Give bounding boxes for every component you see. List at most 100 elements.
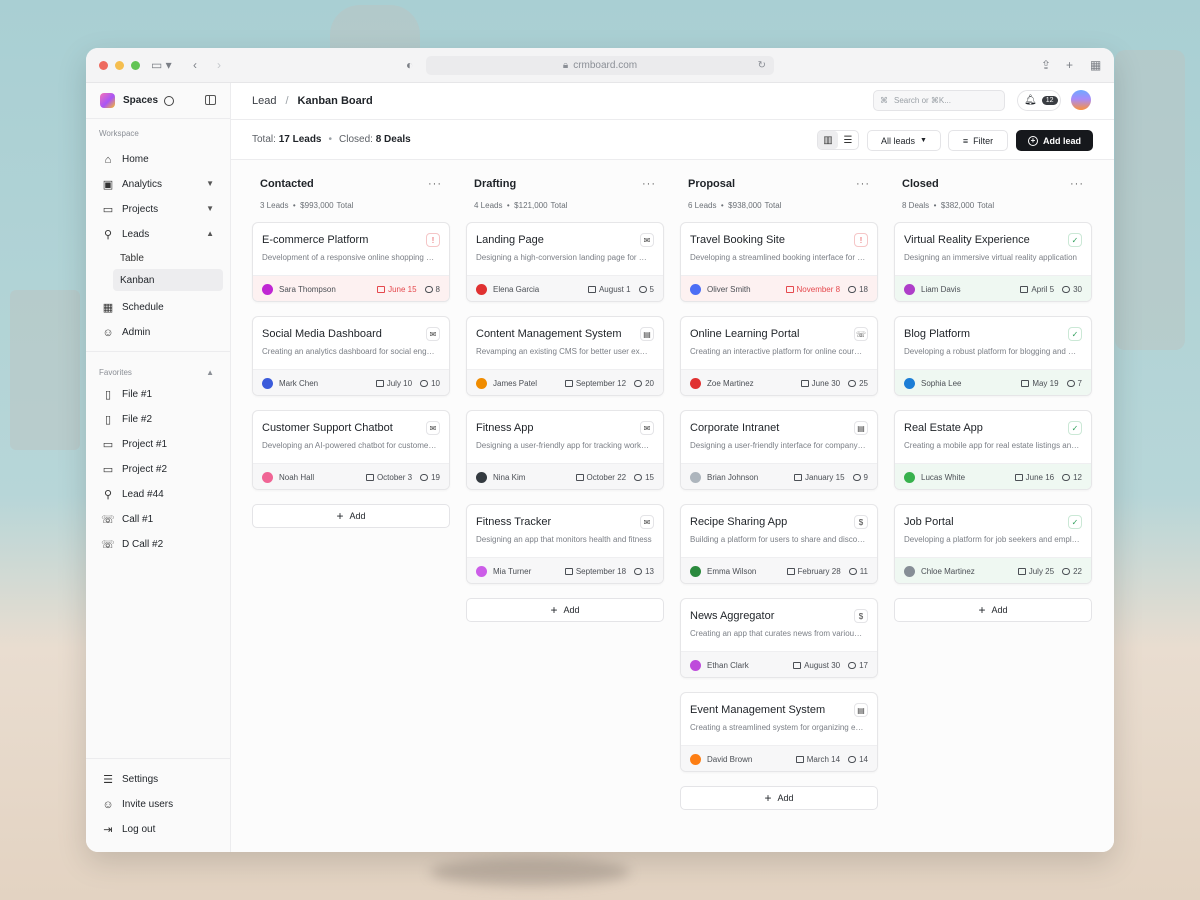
- collapse-sidebar-icon[interactable]: [205, 95, 216, 105]
- sidebar-item-label: Leads: [122, 229, 150, 240]
- chevron-up-icon[interactable]: ▲: [206, 367, 214, 377]
- lead-card[interactable]: Landing Page Designing a high-conversion …: [466, 222, 664, 302]
- lead-card[interactable]: Job Portal Developing a platform for job …: [894, 504, 1092, 584]
- total-value: 17 Leads: [278, 134, 322, 145]
- search-input[interactable]: ⌘ Search or ⌘K...: [873, 90, 1005, 111]
- lead-card[interactable]: Virtual Reality Experience Designing an i…: [894, 222, 1092, 302]
- add-card-button[interactable]: + Add: [894, 598, 1092, 622]
- card-title: E-commerce Platform: [262, 234, 369, 246]
- forward-icon[interactable]: ›: [217, 58, 221, 72]
- address-bar[interactable]: 🔒︎ crmboard.com ↻: [426, 56, 774, 75]
- chevron-down-icon[interactable]: ▼: [206, 204, 214, 213]
- filter-button[interactable]: ≡ Filter: [948, 130, 1008, 151]
- lead-card[interactable]: Customer Support Chatbot Developing an AI…: [252, 410, 450, 490]
- sidebar-item-label: Projects: [122, 204, 159, 215]
- chevron-up-icon[interactable]: ▲: [206, 229, 214, 238]
- sidebar-item-admin[interactable]: ☺ Admin: [86, 320, 230, 345]
- owner-name: Mark Chen: [279, 378, 319, 388]
- plus-circle-icon: +: [1027, 135, 1038, 146]
- sidebar-item-analytics[interactable]: ▣ Analytics ▼: [86, 172, 230, 197]
- lead-card[interactable]: Event Management System Creating a stream…: [680, 692, 878, 772]
- minimize-window-button[interactable]: [115, 60, 124, 70]
- add-card-button[interactable]: + Add: [252, 504, 450, 528]
- lead-card[interactable]: Travel Booking Site Developing a streamli…: [680, 222, 878, 302]
- favorite-item[interactable]: ☏ D Call #2: [86, 532, 230, 557]
- user-avatar[interactable]: [1071, 90, 1091, 110]
- kanban-view-icon[interactable]: ▥: [818, 131, 838, 149]
- card-footer: Zoe Martinez June 30 25: [681, 369, 877, 395]
- favorite-label: Call #1: [122, 514, 154, 525]
- list-view-icon[interactable]: ☰: [843, 134, 853, 146]
- sidebar-item-label: Log out: [122, 824, 156, 835]
- all-leads-dropdown[interactable]: All leads ▼: [867, 130, 941, 151]
- lead-card[interactable]: Recipe Sharing App Building a platform fo…: [680, 504, 878, 584]
- sidebar-item-log-out[interactable]: ⇥ Log out: [86, 817, 230, 842]
- comment-count-text: 30: [1073, 284, 1082, 294]
- lead-card[interactable]: Fitness Tracker Designing an app that mon…: [466, 504, 664, 584]
- sidebar-subitem-table[interactable]: Table: [120, 252, 144, 264]
- card-footer: Sara Thompson June 15 8: [253, 275, 449, 301]
- comment-icon: [852, 473, 861, 481]
- sidebar-item-invite-users[interactable]: ☺ Invite users: [86, 792, 230, 817]
- breadcrumb-parent[interactable]: Lead: [252, 95, 277, 107]
- card-footer: David Brown March 14 14: [681, 745, 877, 771]
- sidebar-toggle-icon[interactable]: ▭ ▾: [151, 58, 172, 72]
- main-content: Lead / Kanban Board ⌘ Search or ⌘K... 🔔︎…: [231, 83, 1114, 852]
- filter-label: Filter: [973, 135, 994, 146]
- sidebar-item-projects[interactable]: ▭ Projects ▼: [86, 197, 230, 222]
- favorites-list: ▯ File #1 ▯ File #2 ▭ Project #1 ▭ Project #2 ⚲ L…: [86, 382, 230, 557]
- lead-card[interactable]: Social Media Dashboard Creating an analyt…: [252, 316, 450, 396]
- alert-icon: !: [854, 233, 868, 247]
- notifications-button[interactable]: 🔔︎ 12: [1017, 90, 1061, 111]
- all-leads-label: All leads: [881, 135, 916, 146]
- add-card-button[interactable]: + Add: [466, 598, 664, 622]
- more-options-icon[interactable]: ···: [642, 178, 656, 190]
- card-description: Revamping an existing CMS for better use…: [476, 347, 654, 356]
- space-switcher[interactable]: Spaces: [86, 83, 230, 119]
- comment-count-text: 14: [859, 754, 868, 764]
- lead-card[interactable]: Corporate Intranet Designing a user-frien…: [680, 410, 878, 490]
- favorite-item[interactable]: ⚲ Lead #44: [86, 482, 230, 507]
- new-tab-icon[interactable]: +: [1066, 58, 1074, 72]
- tab-overview-icon[interactable]: ▦: [1090, 58, 1102, 72]
- close-window-button[interactable]: [99, 60, 108, 70]
- favorite-item[interactable]: ▯ File #1: [86, 382, 230, 407]
- card-body: Job Portal Developing a platform for job …: [895, 505, 1091, 557]
- favorite-item[interactable]: ▭ Project #1: [86, 432, 230, 457]
- lock-icon: 🔒︎: [562, 60, 569, 71]
- lead-card[interactable]: Real Estate App Creating a mobile app for…: [894, 410, 1092, 490]
- lead-card[interactable]: E-commerce Platform Development of a resp…: [252, 222, 450, 302]
- more-options-icon[interactable]: ···: [856, 178, 870, 190]
- more-options-icon[interactable]: ···: [1070, 178, 1084, 190]
- sidebar-item-leads[interactable]: ⚲ Leads ▲: [86, 222, 230, 247]
- favorite-item[interactable]: ▯ File #2: [86, 407, 230, 432]
- calendar-icon: [786, 567, 795, 575]
- card-title: Customer Support Chatbot: [262, 422, 393, 434]
- share-icon[interactable]: ⇪: [1041, 58, 1052, 72]
- lead-card[interactable]: Content Management System Revamping an ex…: [466, 316, 664, 396]
- sidebar-item-settings[interactable]: ☰ Settings: [86, 767, 230, 792]
- sidebar-subitem-kanban[interactable]: Kanban: [113, 269, 223, 291]
- maximize-window-button[interactable]: [131, 60, 140, 70]
- favorite-item[interactable]: ▭ Project #2: [86, 457, 230, 482]
- chevron-down-icon[interactable]: ▼: [206, 179, 214, 188]
- more-options-icon[interactable]: ···: [428, 178, 442, 190]
- comment-count: 25: [848, 379, 868, 388]
- favorites-header[interactable]: Favorites ▲: [86, 358, 230, 382]
- owner-name: Emma Wilson: [707, 566, 757, 576]
- sidebar-item-schedule[interactable]: ▦ Schedule: [86, 295, 230, 320]
- favorite-item[interactable]: ☏ Call #1: [86, 507, 230, 532]
- comment-count-text: 15: [645, 472, 654, 482]
- lead-card[interactable]: News Aggregator Creating an app that cura…: [680, 598, 878, 678]
- back-icon[interactable]: ‹: [193, 58, 197, 72]
- add-lead-button[interactable]: + Add lead: [1016, 130, 1093, 151]
- lead-card[interactable]: Blog Platform Developing a robust platfor…: [894, 316, 1092, 396]
- board-toolbar: Total: 17 Leads • Closed: 8 Deals ▥ ☰ Al…: [231, 120, 1114, 160]
- browser-window: ▭ ▾ ‹ › ◐ 🔒︎ crmboard.com ↻ ⇪ + ▦ Spaces…: [86, 48, 1114, 852]
- lead-card[interactable]: Fitness App Designing a user-friendly app…: [466, 410, 664, 490]
- sidebar-item-home[interactable]: ⌂ Home: [86, 147, 230, 172]
- dollar-icon: $: [854, 515, 868, 529]
- lead-card[interactable]: Online Learning Portal Creating an intera…: [680, 316, 878, 396]
- add-card-button[interactable]: + Add: [680, 786, 878, 810]
- reload-icon[interactable]: ↻: [757, 60, 766, 71]
